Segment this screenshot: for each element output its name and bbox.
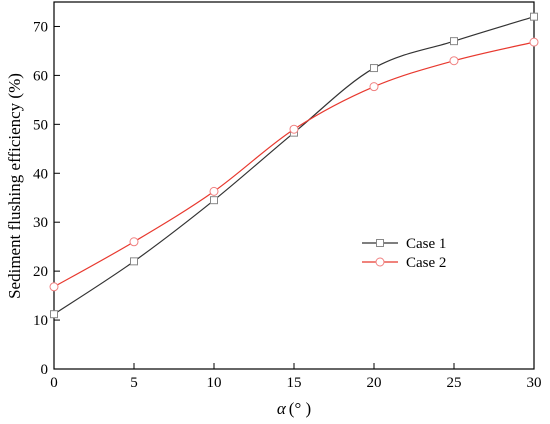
legend-item-1: Case 1 — [362, 236, 446, 252]
series-1 — [50, 12, 538, 319]
series-2-point — [529, 37, 539, 47]
series-1-point — [210, 196, 218, 205]
series-2-point — [209, 186, 219, 196]
x-axis: 0 5 10 15 20 25 30 — [50, 363, 542, 391]
series-1-point — [450, 37, 458, 46]
x-tick-label: 20 — [367, 375, 382, 391]
legend-label: Case 1 — [406, 236, 446, 252]
series-1-point — [130, 257, 138, 266]
series-2-point — [49, 282, 59, 292]
x-tick-label: 30 — [527, 375, 542, 391]
series-layer — [49, 12, 539, 319]
series-1-point — [530, 12, 538, 21]
x-tick-label: 10 — [207, 375, 222, 391]
series-2 — [49, 37, 539, 292]
y-tick-label: 40 — [33, 166, 48, 182]
y-tick-label: 60 — [33, 68, 48, 84]
plot-frame — [53, 1, 535, 370]
y-tick-label: 50 — [33, 117, 48, 133]
series-2-point — [289, 124, 299, 134]
y-tick-label: 20 — [33, 264, 48, 280]
y-tick-label: 10 — [33, 313, 48, 329]
x-axis-symbol: α — [277, 399, 287, 418]
series-2-point — [369, 82, 379, 92]
series-2-point — [129, 237, 139, 247]
y-axis-title: Sediment flushing efficiency (%) — [5, 73, 24, 299]
series-1-line — [53, 16, 535, 315]
y-tick-label: 0 — [41, 362, 49, 378]
x-axis-title: α (° ) — [277, 399, 311, 418]
y-axis: 0 10 20 30 40 50 60 70 — [33, 19, 60, 378]
x-tick-label: 15 — [287, 375, 302, 391]
y-tick-label: 70 — [33, 19, 48, 35]
legend-marker — [376, 239, 384, 247]
x-tick-label: 0 — [50, 375, 58, 391]
series-1-point — [370, 64, 378, 73]
x-axis-unit: (° ) — [289, 399, 311, 418]
series-1-point — [50, 310, 58, 319]
x-tick-label: 25 — [447, 375, 462, 391]
legend: Case 1 Case 2 — [362, 236, 446, 271]
legend-label: Case 2 — [406, 255, 446, 271]
legend-item-2: Case 2 — [362, 255, 446, 271]
x-tick-label: 5 — [130, 375, 138, 391]
series-2-line — [53, 41, 535, 288]
legend-marker — [375, 257, 385, 267]
y-tick-label: 30 — [33, 215, 48, 231]
series-2-point — [449, 56, 459, 66]
